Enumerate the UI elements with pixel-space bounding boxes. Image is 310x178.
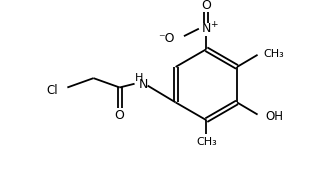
Text: O: O	[202, 0, 211, 12]
Text: Cl: Cl	[46, 84, 58, 97]
Text: CH₃: CH₃	[196, 137, 217, 147]
Text: OH: OH	[265, 110, 283, 123]
Text: N: N	[202, 22, 211, 35]
Text: +: +	[210, 20, 218, 28]
Text: O: O	[115, 109, 125, 122]
Text: ⁻O: ⁻O	[158, 32, 175, 44]
Text: N: N	[139, 78, 148, 91]
Text: CH₃: CH₃	[263, 49, 284, 59]
Text: H: H	[135, 73, 144, 83]
